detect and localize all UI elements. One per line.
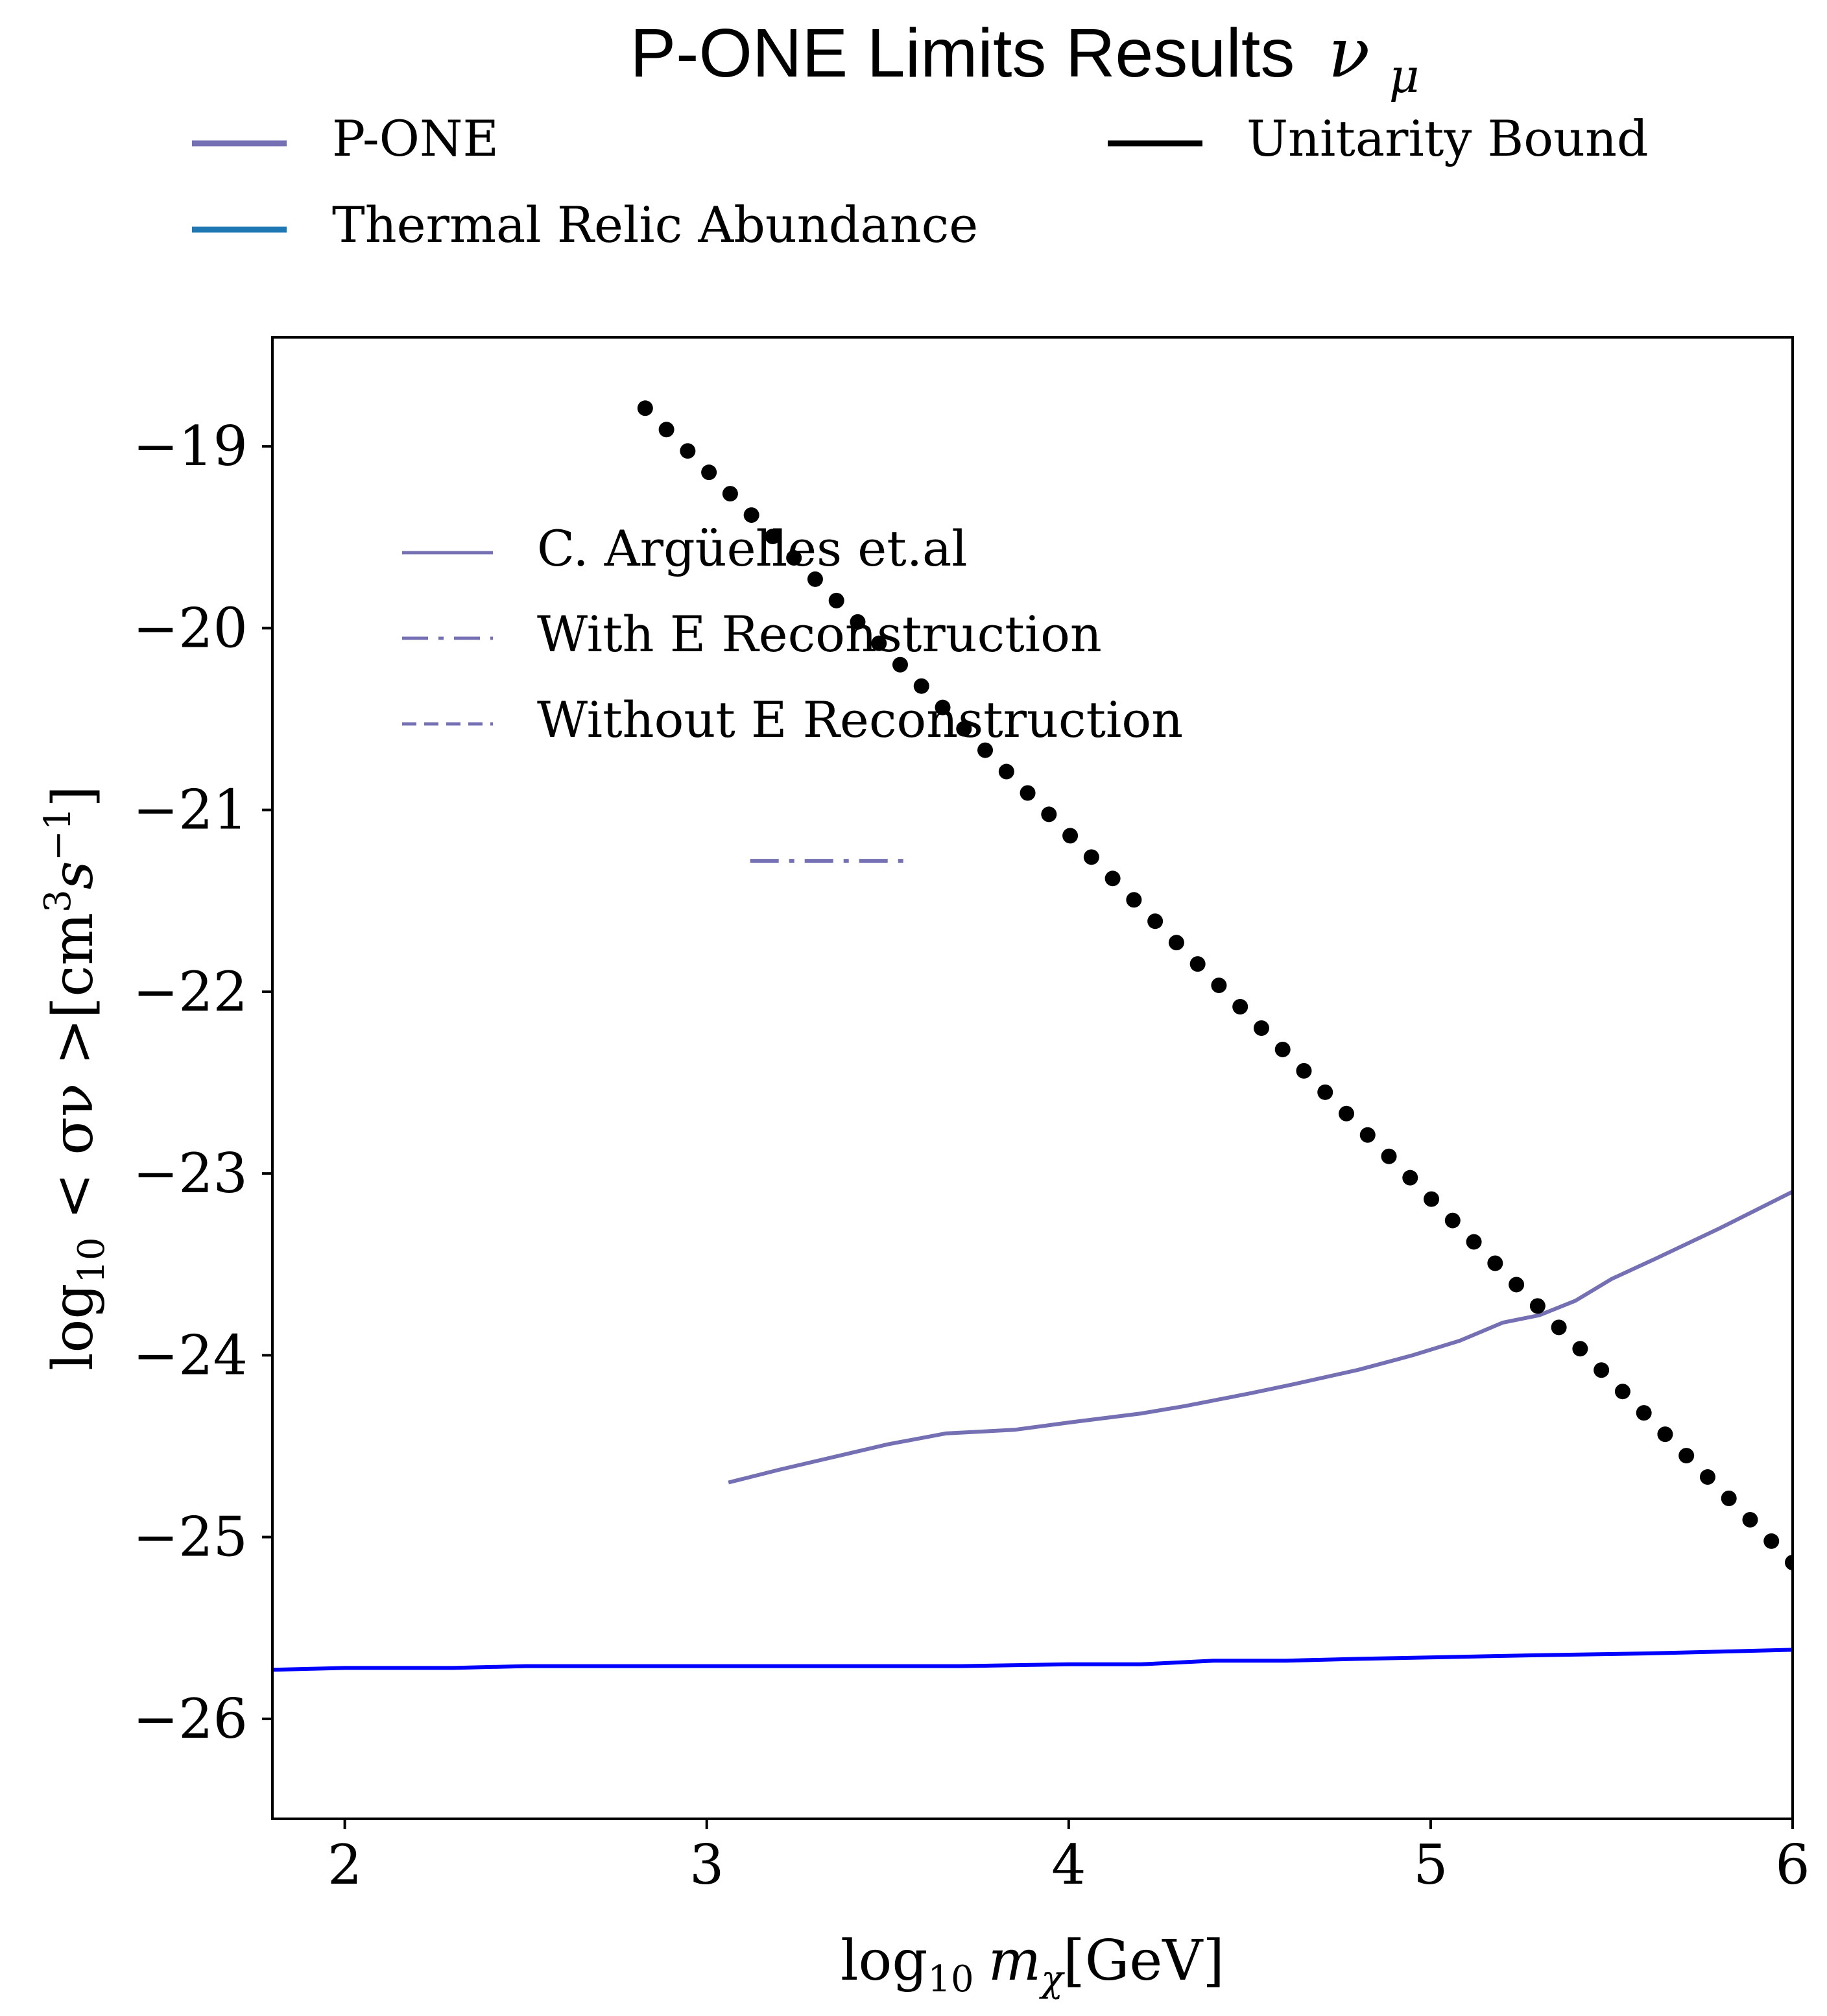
legend-without-reco-label: Without E Reconstruction	[537, 691, 1183, 749]
series-c-arg-elles-et-al	[728, 1190, 1793, 1485]
unitarity-dot	[1551, 1319, 1567, 1336]
unitarity-dot	[1168, 935, 1184, 951]
unitarity-dot	[871, 635, 887, 651]
chart-title-text: P-ONE Limits Results	[630, 15, 1295, 91]
unitarity-dot	[956, 721, 972, 737]
unitarity-dot	[1424, 1191, 1440, 1207]
unitarity-dot	[1296, 1062, 1312, 1079]
legend-with-reco-label: With E Reconstruction	[537, 605, 1102, 663]
unitarity-dot	[1636, 1405, 1652, 1421]
unitarity-dot	[1274, 1041, 1291, 1057]
legend-thermal-label: Thermal Relic Abundance	[332, 196, 978, 254]
x-tick-label: 4	[1051, 1833, 1086, 1897]
unitarity-dot	[1189, 956, 1206, 972]
unitarity-dot	[743, 507, 759, 523]
unitarity-dot	[1509, 1277, 1525, 1293]
unitarity-dot	[1487, 1255, 1503, 1271]
unitarity-dot	[1402, 1170, 1418, 1186]
unitarity-dot	[1020, 785, 1036, 801]
legend-arguelles-label: C. Argüelles et.al	[537, 520, 968, 577]
unitarity-dot	[1785, 1554, 1793, 1570]
x-axis-ticks: 2 3 4 5 6	[328, 1819, 1810, 1897]
unitarity-dot	[1444, 1212, 1461, 1229]
x-tick-label: 5	[1413, 1833, 1448, 1897]
x-tick-label: 3	[689, 1833, 724, 1897]
unitarity-dot	[786, 549, 802, 566]
unitarity-dot	[1678, 1448, 1695, 1464]
legend-pone-label: P-ONE	[332, 110, 499, 167]
series-unitarity-bound	[637, 400, 1793, 1570]
unitarity-dot	[1211, 978, 1227, 994]
unitarity-dot	[850, 614, 866, 630]
unitarity-dot	[701, 464, 717, 481]
unitarity-dot	[1742, 1511, 1758, 1528]
unitarity-dot	[1253, 1020, 1269, 1036]
unitarity-dot	[1359, 1127, 1376, 1143]
unitarity-dot	[998, 763, 1014, 780]
y-tick-label: −22	[133, 960, 248, 1024]
unitarity-dot	[765, 529, 781, 545]
unitarity-dot	[1572, 1341, 1588, 1357]
unitarity-dot	[722, 486, 738, 502]
y-axis-ticks: −19 −20 −21 −22 −23 −24 −25 −26	[133, 414, 272, 1751]
unitarity-dot	[1529, 1298, 1546, 1314]
unitarity-dot	[913, 678, 929, 694]
unitarity-dot	[1083, 849, 1099, 865]
unitarity-dot	[1147, 913, 1164, 930]
unitarity-dot	[1594, 1362, 1610, 1378]
y-tick-label: −19	[133, 414, 248, 478]
y-axis-label: log10 < σν >[cm3s−1]	[37, 786, 113, 1371]
unitarity-dot	[977, 742, 994, 758]
unitarity-dot	[1317, 1084, 1333, 1100]
y-tick-label: −25	[133, 1506, 248, 1569]
unitarity-dot	[1657, 1426, 1673, 1443]
unitarity-dot	[1699, 1469, 1715, 1485]
plot-frame	[271, 336, 1794, 1820]
unitarity-dot	[1062, 828, 1079, 844]
unitarity-dot	[935, 699, 951, 715]
unitarity-dot	[680, 443, 696, 459]
chart-title-symbol-sub: μ	[1389, 49, 1420, 103]
unitarity-dot	[892, 656, 908, 673]
unitarity-dot	[1614, 1384, 1630, 1400]
y-tick-label: −24	[133, 1323, 248, 1387]
x-tick-label: 2	[328, 1833, 362, 1897]
unitarity-dot	[1041, 806, 1057, 822]
y-tick-label: −23	[133, 1142, 248, 1205]
y-tick-label: −20	[133, 596, 248, 660]
y-tick-label: −21	[133, 778, 248, 842]
legend-unitarity-label: Unitarity Bound	[1247, 110, 1649, 167]
y-tick-label: −26	[133, 1687, 248, 1751]
chart-title: P-ONE Limits Results ν μ	[630, 13, 1419, 103]
unitarity-dot	[637, 400, 653, 416]
unitarity-dot	[1721, 1490, 1737, 1506]
unitarity-dot	[1466, 1234, 1482, 1250]
unitarity-dot	[658, 422, 675, 438]
chart-title-symbol: ν	[1328, 13, 1370, 93]
series-thermal-relic-abundance	[272, 1648, 1793, 1672]
x-tick-label: 6	[1775, 1833, 1809, 1897]
unitarity-dot	[1126, 892, 1142, 908]
unitarity-dot	[1105, 870, 1121, 887]
x-axis-label: log10 mχ[GeV]	[841, 1928, 1224, 2000]
series-layer	[272, 400, 1793, 1672]
unitarity-dot	[807, 571, 823, 587]
unitarity-dot	[1338, 1105, 1354, 1122]
unitarity-dot	[1232, 999, 1248, 1015]
unitarity-dot	[1381, 1148, 1397, 1164]
inner-legend: C. Argüelles et.al With E Reconstruction…	[402, 520, 1183, 749]
unitarity-dot	[828, 592, 844, 608]
top-legend: P-ONE Unitarity Bound Thermal Relic Abun…	[192, 110, 1649, 254]
unitarity-dot	[1763, 1533, 1780, 1549]
